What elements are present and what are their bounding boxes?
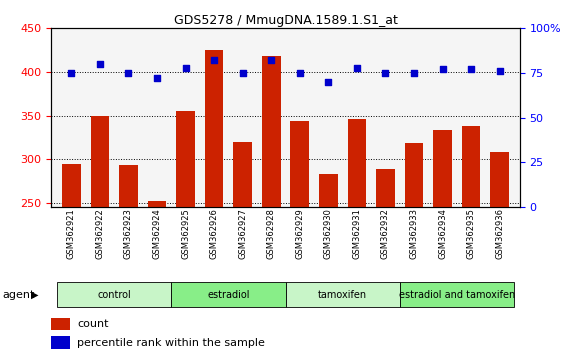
Bar	[57, 282, 171, 307]
Point	[324, 79, 333, 85]
Bar	[490, 152, 509, 207]
Text: ▶: ▶	[31, 290, 38, 300]
Bar	[348, 119, 366, 207]
Text: count: count	[77, 319, 108, 329]
Bar	[286, 282, 400, 307]
Bar	[51, 336, 70, 349]
Text: agent: agent	[3, 290, 35, 300]
Point	[267, 58, 276, 63]
Point	[95, 61, 104, 67]
Bar	[262, 56, 280, 207]
Bar	[291, 121, 309, 207]
Point	[438, 67, 447, 72]
Point	[67, 70, 76, 76]
Point	[210, 58, 219, 63]
Point	[381, 70, 390, 76]
Bar	[148, 201, 166, 207]
Bar	[433, 130, 452, 207]
Title: GDS5278 / MmugDNA.1589.1.S1_at: GDS5278 / MmugDNA.1589.1.S1_at	[174, 14, 397, 27]
Text: percentile rank within the sample: percentile rank within the sample	[77, 338, 265, 348]
Point	[409, 70, 419, 76]
Bar	[171, 282, 286, 307]
Bar	[176, 111, 195, 207]
Point	[495, 68, 504, 74]
Bar	[62, 164, 81, 207]
Bar	[319, 174, 337, 207]
Text: control: control	[97, 290, 131, 300]
Bar	[462, 126, 480, 207]
Text: estradiol: estradiol	[207, 290, 250, 300]
Bar	[51, 318, 70, 330]
Bar	[119, 165, 138, 207]
Point	[352, 65, 361, 70]
Bar	[205, 50, 223, 207]
Text: estradiol and tamoxifen: estradiol and tamoxifen	[399, 290, 515, 300]
Bar	[91, 115, 109, 207]
Point	[181, 65, 190, 70]
Bar	[400, 282, 514, 307]
Point	[238, 70, 247, 76]
Bar	[234, 142, 252, 207]
Text: tamoxifen: tamoxifen	[318, 290, 367, 300]
Point	[124, 70, 133, 76]
Point	[295, 70, 304, 76]
Bar	[376, 169, 395, 207]
Point	[152, 75, 162, 81]
Bar	[405, 143, 423, 207]
Point	[467, 67, 476, 72]
